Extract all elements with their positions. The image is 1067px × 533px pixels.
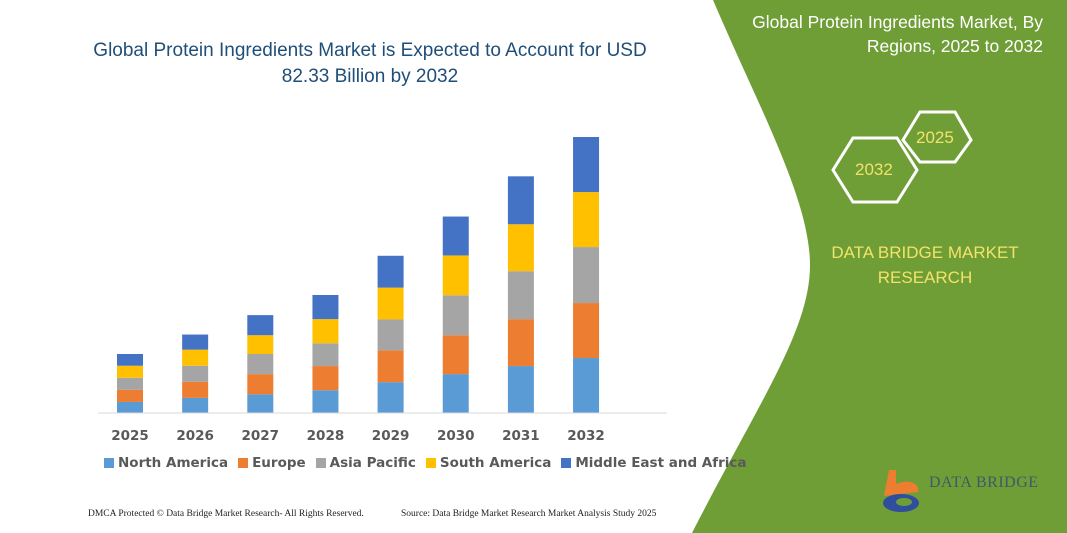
legend-label: North America	[118, 455, 229, 471]
bar-segment-2025-europe	[117, 389, 143, 402]
bar-segment-2026-middle-east-and-africa	[182, 334, 209, 350]
hex-label-2025: 2025	[916, 128, 954, 147]
bar-segment-2031-middle-east-and-africa	[507, 176, 534, 225]
bar-segment-2028-asia-pacific	[312, 343, 339, 367]
chart-legend: North America Europe Asia Pacific South …	[104, 455, 747, 471]
bar-segment-2029-europe	[377, 350, 404, 383]
x-tick-label: 2030	[437, 428, 475, 444]
bar-segment-2025-south-america	[117, 365, 143, 378]
footer-copyright: DMCA Protected © Data Bridge Market Rese…	[88, 509, 364, 519]
legend-swatch	[104, 458, 114, 468]
chart-title: Global Protein Ingredients Market is Exp…	[93, 40, 647, 87]
legend-item: South America	[425, 455, 552, 471]
bar-segment-2027-north-america	[247, 394, 274, 413]
bar-segment-2026-europe	[182, 381, 209, 398]
brand-name: DATA BRIDGE MARKET RESEARCH	[831, 243, 1019, 287]
bar-segment-2031-asia-pacific	[507, 271, 534, 320]
legend-item: Europe	[238, 455, 306, 471]
x-tick-label: 2025	[111, 428, 149, 444]
x-tick-label: 2031	[502, 428, 540, 444]
logo-text: DATA BRIDGE	[929, 474, 1039, 491]
bar-segment-2027-asia-pacific	[247, 353, 274, 375]
x-tick-label: 2028	[307, 428, 345, 444]
legend-label: Asia Pacific	[329, 455, 416, 471]
bar-segment-2029-north-america	[377, 382, 404, 413]
bar-segment-2028-north-america	[312, 390, 339, 413]
legend-label: Middle East and Africa	[575, 455, 747, 471]
legend-item: Middle East and Africa	[561, 455, 747, 471]
bar-segment-2028-europe	[312, 366, 339, 391]
x-tick-label: 2026	[176, 428, 214, 444]
legend-label: Europe	[252, 455, 306, 471]
legend-item: North America	[104, 455, 228, 471]
bar-segment-2027-south-america	[247, 335, 274, 354]
footer-source: Source: Data Bridge Market Research Mark…	[401, 509, 657, 519]
bar-segment-2025-middle-east-and-africa	[117, 353, 143, 366]
bar-segment-2032-middle-east-and-africa	[573, 137, 600, 193]
bar-chart	[117, 137, 600, 413]
bar-segment-2025-north-america	[117, 401, 143, 413]
bar-segment-2029-south-america	[377, 287, 404, 320]
bar-segment-2030-asia-pacific	[442, 295, 469, 336]
bar-segment-2029-asia-pacific	[377, 319, 404, 351]
hex-label-2032: 2032	[855, 160, 893, 179]
bar-segment-2031-europe	[507, 319, 534, 367]
hexagon-2025	[901, 110, 973, 164]
side-panel-title: Global Protein Ingredients Market, By Re…	[752, 12, 1043, 56]
x-tick-label: 2027	[242, 428, 280, 444]
legend-swatch	[238, 458, 249, 468]
bar-segment-2032-south-america	[573, 192, 600, 248]
legend-swatch	[561, 458, 572, 468]
x-tick-label: 2032	[567, 428, 605, 444]
bar-segment-2032-europe	[573, 303, 600, 359]
data-bridge-logo-icon	[883, 470, 919, 512]
x-axis-ticks: 2025 2026 2027 2028 2029 2030 2031 2032	[111, 428, 605, 444]
bar-segment-2026-asia-pacific	[182, 365, 209, 382]
bar-segment-2030-middle-east-and-africa	[442, 216, 469, 256]
hexagon-2032	[831, 136, 919, 204]
bar-segment-2026-south-america	[182, 349, 209, 366]
bar-segment-2026-north-america	[182, 397, 209, 413]
bar-segment-2032-asia-pacific	[573, 247, 600, 304]
legend-label: South America	[439, 455, 552, 471]
legend-swatch	[425, 458, 436, 468]
legend-item: Asia Pacific	[315, 455, 416, 471]
bar-segment-2030-south-america	[442, 255, 469, 296]
bar-segment-2031-north-america	[507, 366, 534, 413]
bar-segment-2032-north-america	[573, 358, 600, 413]
bar-segment-2029-middle-east-and-africa	[377, 255, 404, 288]
bar-segment-2025-asia-pacific	[117, 377, 143, 390]
green-panel	[692, 0, 1067, 533]
bar-segment-2028-middle-east-and-africa	[312, 294, 339, 320]
bar-segment-2030-north-america	[442, 374, 469, 413]
x-tick-label: 2029	[372, 428, 410, 444]
bar-segment-2030-europe	[442, 335, 469, 375]
legend-swatch	[315, 458, 326, 468]
bar-segment-2027-middle-east-and-africa	[247, 315, 274, 336]
bar-segment-2027-europe	[247, 374, 274, 395]
bar-segment-2028-south-america	[312, 319, 339, 344]
bar-segment-2031-south-america	[507, 224, 534, 272]
